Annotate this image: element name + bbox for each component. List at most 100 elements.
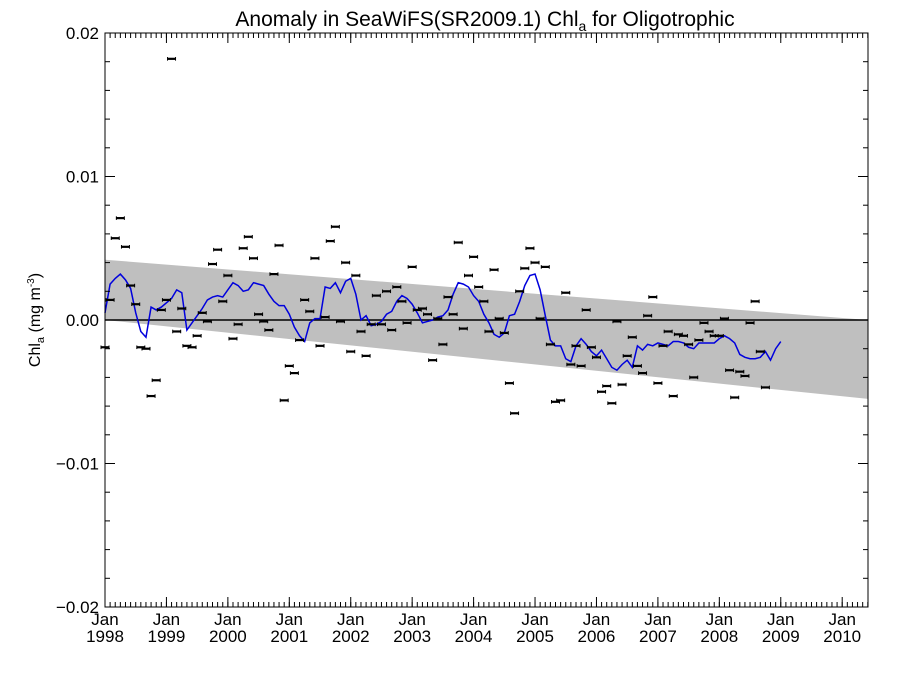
x-tick-label-month: Jan — [767, 610, 794, 629]
data-point — [289, 371, 299, 375]
y-tick-label: 0.00 — [66, 311, 99, 330]
data-point — [602, 384, 612, 388]
confidence-band-layer — [105, 259, 868, 399]
y-tick-label: −0.01 — [56, 455, 99, 474]
x-tick-label-month: Jan — [398, 610, 425, 629]
data-point — [704, 329, 714, 334]
data-point — [233, 322, 243, 327]
data-point — [458, 326, 468, 331]
data-point — [392, 285, 402, 289]
axis-ticks-layer: 0.020.010.00−0.01−0.02Jan1998Jan1999Jan2… — [56, 24, 869, 646]
y-axis-label-units: (mg m — [27, 287, 44, 337]
x-tick-label-year: 1998 — [86, 627, 124, 646]
data-point — [177, 306, 187, 311]
x-tick-label-year: 2008 — [700, 627, 738, 646]
data-point — [540, 265, 550, 269]
data-point — [300, 298, 310, 302]
x-tick-label-year: 2001 — [270, 627, 308, 646]
data-point — [591, 355, 601, 360]
data-point — [126, 283, 136, 288]
data-point — [489, 267, 499, 272]
data-point — [638, 371, 648, 375]
chart-title: Anomaly in SeaWiFS(SR2009.1) Chla for Ol… — [235, 8, 734, 34]
data-point — [510, 411, 520, 416]
y-axis-label: Chla (mg m-3) — [26, 273, 47, 367]
data-point — [760, 385, 770, 390]
data-point — [202, 319, 212, 324]
x-tick-label-month: Jan — [91, 610, 118, 629]
data-point — [213, 247, 223, 252]
data-point — [464, 273, 474, 278]
x-tick-label-month: Jan — [276, 610, 303, 629]
data-point — [376, 322, 386, 327]
data-point — [725, 368, 735, 373]
y-tick-label: −0.02 — [56, 598, 99, 617]
data-point — [131, 302, 141, 307]
data-point — [284, 364, 294, 368]
chart-title-suffix: for Oligotrophic — [586, 8, 734, 31]
data-point — [361, 354, 371, 358]
data-point — [607, 401, 617, 406]
data-point — [535, 316, 545, 321]
data-point — [407, 265, 417, 269]
x-tick-label-year: 2006 — [578, 627, 616, 646]
data-point — [597, 389, 607, 394]
data-point — [448, 312, 458, 317]
data-point — [264, 328, 274, 332]
data-point — [310, 256, 320, 261]
data-point — [417, 306, 427, 311]
x-tick-label-month: Jan — [153, 610, 180, 629]
data-point — [356, 329, 366, 334]
data-point — [187, 345, 197, 350]
data-point — [719, 316, 729, 321]
data-point — [627, 335, 637, 340]
y-tick-label: 0.02 — [66, 24, 99, 43]
data-point — [238, 246, 248, 251]
x-tick-label-month: Jan — [706, 610, 733, 629]
data-point — [243, 234, 253, 239]
data-point — [576, 364, 586, 368]
data-point — [643, 313, 653, 318]
x-tick-label-year: 2009 — [762, 627, 800, 646]
data-point — [520, 266, 530, 271]
data-point — [586, 345, 596, 350]
data-point — [120, 245, 130, 249]
data-point — [156, 308, 166, 312]
x-tick-label-year: 1999 — [148, 627, 186, 646]
data-point — [714, 333, 724, 338]
data-point — [689, 375, 699, 380]
data-point — [197, 311, 207, 315]
smooth-line-layer — [104, 273, 782, 372]
data-point — [141, 346, 151, 351]
data-point — [382, 289, 392, 294]
x-tick-label-month: Jan — [214, 610, 241, 629]
data-point — [438, 342, 448, 347]
data-point — [443, 295, 453, 299]
data-point — [612, 319, 622, 324]
data-point — [254, 312, 264, 317]
data-point — [274, 243, 284, 248]
data-point — [192, 333, 202, 338]
data-point — [248, 256, 258, 261]
y-tick-label: 0.01 — [66, 168, 99, 187]
data-point — [469, 255, 479, 259]
x-tick-label-year: 2003 — [393, 627, 431, 646]
data-point — [632, 364, 642, 368]
x-tick-label-year: 2000 — [209, 627, 247, 646]
data-point — [658, 344, 668, 348]
data-point — [115, 216, 125, 220]
data-point — [617, 382, 627, 387]
data-point — [648, 295, 658, 299]
x-tick-label-year: 2005 — [516, 627, 554, 646]
data-point — [561, 290, 571, 295]
data-point — [730, 395, 740, 400]
data-point — [484, 329, 494, 334]
y-axis-label-subscript: a — [35, 336, 47, 343]
data-point — [504, 381, 514, 385]
data-point — [320, 315, 330, 319]
data-point — [566, 362, 576, 367]
x-tick-label-year: 2004 — [455, 627, 493, 646]
data-point — [755, 349, 765, 354]
x-tick-label-year: 2007 — [639, 627, 677, 646]
